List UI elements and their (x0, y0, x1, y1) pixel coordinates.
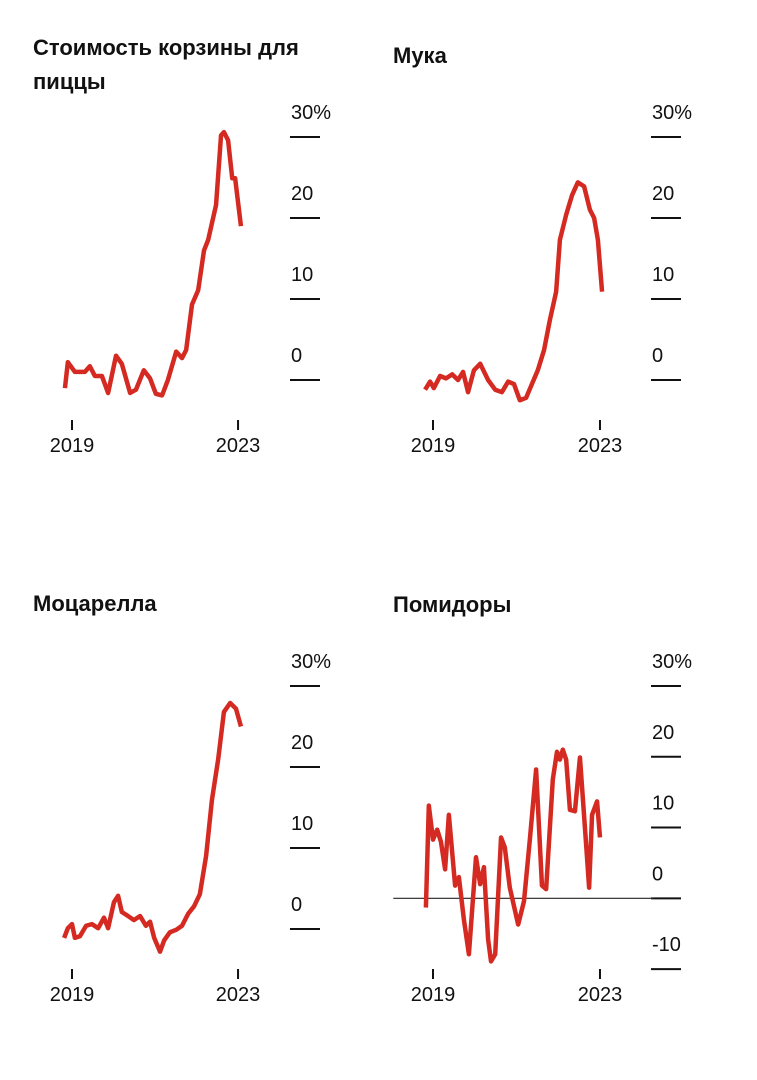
y-tick-label: 30% (291, 651, 331, 673)
x-tick-label: 2023 (578, 984, 623, 1006)
x-tick-label: 2023 (216, 435, 261, 457)
chart-title: Мука (393, 43, 447, 68)
y-tick-label: 0 (652, 863, 663, 885)
y-tick-label: 0 (291, 894, 302, 916)
y-tick-label: 20 (652, 722, 674, 744)
x-tick-label: 2023 (578, 435, 623, 457)
y-tick-label: 10 (652, 793, 674, 815)
y-tick-label: 10 (291, 264, 313, 286)
x-tick-label: 2019 (411, 435, 456, 457)
y-tick-label: 30% (652, 651, 692, 673)
y-tick-label: 30% (652, 102, 692, 124)
chart-title: Моцарелла (33, 591, 157, 616)
y-tick-label: 10 (291, 813, 313, 835)
x-tick-label: 2019 (411, 984, 456, 1006)
chart-title: Стоимость корзины для пиццы (33, 35, 299, 94)
chart-title: Помидоры (393, 592, 512, 617)
y-tick-label: 0 (291, 345, 302, 367)
y-tick-label: 20 (291, 732, 313, 754)
y-tick-label: 30% (291, 102, 331, 124)
data-line (423, 747, 603, 964)
y-tick-label: 20 (652, 183, 674, 205)
x-tick-label: 2019 (50, 984, 95, 1006)
data-line (423, 180, 605, 403)
x-tick-label: 2019 (50, 435, 95, 457)
x-tick-label: 2023 (216, 984, 261, 1006)
y-tick-label: 20 (291, 183, 313, 205)
y-tick-label: -10 (652, 934, 681, 956)
data-line (62, 129, 244, 398)
data-line (62, 700, 244, 954)
y-tick-label: 0 (652, 345, 663, 367)
y-tick-label: 10 (652, 264, 674, 286)
